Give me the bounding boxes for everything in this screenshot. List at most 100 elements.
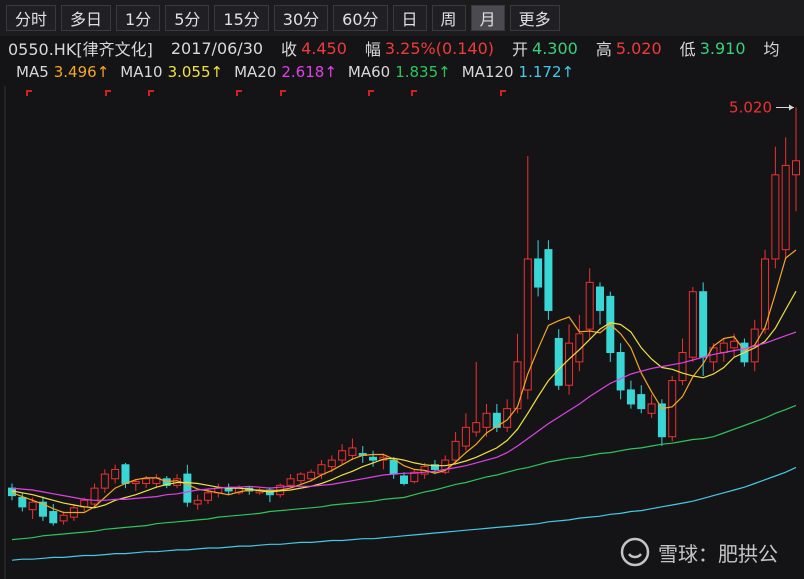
candle-body <box>637 394 646 410</box>
candle-body <box>699 291 708 358</box>
candle-body <box>327 459 336 468</box>
candle-body <box>451 440 460 461</box>
candle-body <box>121 464 130 484</box>
ma-line <box>11 290 797 509</box>
candle-body <box>111 468 120 480</box>
ma-line <box>11 466 797 561</box>
candle-body <box>554 337 563 386</box>
candle-body <box>193 499 202 505</box>
candle-body <box>544 249 553 311</box>
candle-body <box>565 342 574 386</box>
candle-body <box>730 340 739 349</box>
period-tab[interactable]: 15分 <box>214 5 269 31</box>
candle-body <box>792 160 800 176</box>
watermark: 雪球：肥拱公 <box>620 537 778 567</box>
candle-body <box>719 342 728 354</box>
field-value: 3.910 <box>699 38 746 58</box>
candle-body <box>100 473 109 489</box>
candle-body <box>626 389 635 405</box>
candle-body <box>472 422 481 433</box>
candle-body <box>204 492 212 501</box>
candle-body <box>657 403 666 438</box>
field-label: 开 <box>512 40 529 59</box>
candle-body <box>49 511 58 524</box>
ma-value: 1.835↑ <box>395 63 451 81</box>
ma-name: MA20 <box>234 63 277 81</box>
ma-value: 3.055↑ <box>167 63 224 81</box>
period-tab[interactable]: 30分 <box>273 5 329 31</box>
max-label: 5.020 <box>729 98 772 116</box>
candle-body <box>523 258 532 391</box>
candle-body <box>18 496 27 508</box>
ma-line <box>11 249 797 514</box>
period-tab[interactable]: 日 <box>392 5 427 31</box>
top-markers <box>26 90 506 96</box>
plot: 5.020 <box>8 98 800 561</box>
field-value: 5.020 <box>615 38 662 58</box>
candle-body <box>585 281 594 330</box>
candle-body <box>400 475 408 484</box>
candle-body <box>389 459 398 475</box>
ma-value: 3.496↑ <box>53 63 110 81</box>
field-value: 3.25%(0.140) <box>384 38 495 58</box>
ma-value: 1.172↑ <box>518 63 575 81</box>
candle-body <box>348 447 357 456</box>
watermark-text: 雪球：肥拱公 <box>658 541 778 566</box>
ma-line <box>11 404 797 541</box>
field-label: 收 <box>281 40 298 59</box>
period-tab[interactable]: 分时 <box>6 5 57 31</box>
period-tab[interactable]: 更多 <box>509 5 560 31</box>
date: 2017/06/30 <box>170 38 264 58</box>
candle-body <box>771 174 780 260</box>
period-tab[interactable]: 多日 <box>61 5 112 31</box>
candle-body <box>410 471 419 483</box>
candle-body <box>430 464 439 470</box>
period-toolbar: 分时 多日 1分 5分 15分 30分 60分日周月更多 <box>0 0 804 36</box>
candle-body <box>513 361 522 410</box>
period-tab[interactable]: 月 <box>470 5 505 31</box>
period-tab[interactable]: 1分 <box>116 5 161 31</box>
period-tab[interactable]: 60分 <box>333 5 388 31</box>
period-tab[interactable]: 周 <box>431 5 466 31</box>
candle-body <box>575 333 584 363</box>
candle-body <box>461 426 470 447</box>
field-label: 幅 <box>364 40 381 59</box>
field-value: 4.450 <box>301 38 347 58</box>
ma-name: MA120 <box>461 63 514 81</box>
field-label: 均 <box>763 40 780 59</box>
ma-line <box>11 331 797 501</box>
candle-body <box>761 258 770 330</box>
period-tab[interactable]: 5分 <box>165 5 210 31</box>
candle-body <box>534 258 543 288</box>
ma-name: MA5 <box>16 63 49 81</box>
candle-body <box>28 501 37 511</box>
candle-body <box>369 456 378 461</box>
candle-body <box>90 487 99 505</box>
candle-body <box>307 471 316 480</box>
max-arrowhead <box>789 104 794 111</box>
candle-body <box>317 464 326 475</box>
candle-body <box>286 478 295 486</box>
ma-value: 2.618↑ <box>281 63 337 81</box>
candle-body <box>616 352 625 391</box>
candle-body <box>503 408 512 428</box>
candle-body <box>183 473 192 503</box>
ma-name: MA10 <box>120 63 163 81</box>
watermark-icon <box>620 537 650 567</box>
ma-legend: MA5 3.496↑ MA10 3.055↑ MA20 2.618↑ MA60 1.835↑ M… <box>0 61 804 83</box>
candle-body <box>131 481 140 484</box>
field-label: 低 <box>679 40 696 59</box>
candle-body <box>688 291 697 358</box>
candle-body <box>678 352 687 382</box>
candle-body <box>338 450 347 461</box>
candle-body <box>482 412 491 428</box>
candle-body <box>59 514 68 522</box>
candle-body <box>492 412 501 428</box>
candle-body <box>668 380 677 438</box>
candle-body <box>647 403 656 414</box>
symbol: 0550.HK[律齐文化] <box>8 40 153 59</box>
field-label: 高 <box>595 40 612 59</box>
quote-line: 0550.HK[律齐文化] 2017/06/30 收 4.450 幅 3.25%(0.… <box>0 36 804 60</box>
